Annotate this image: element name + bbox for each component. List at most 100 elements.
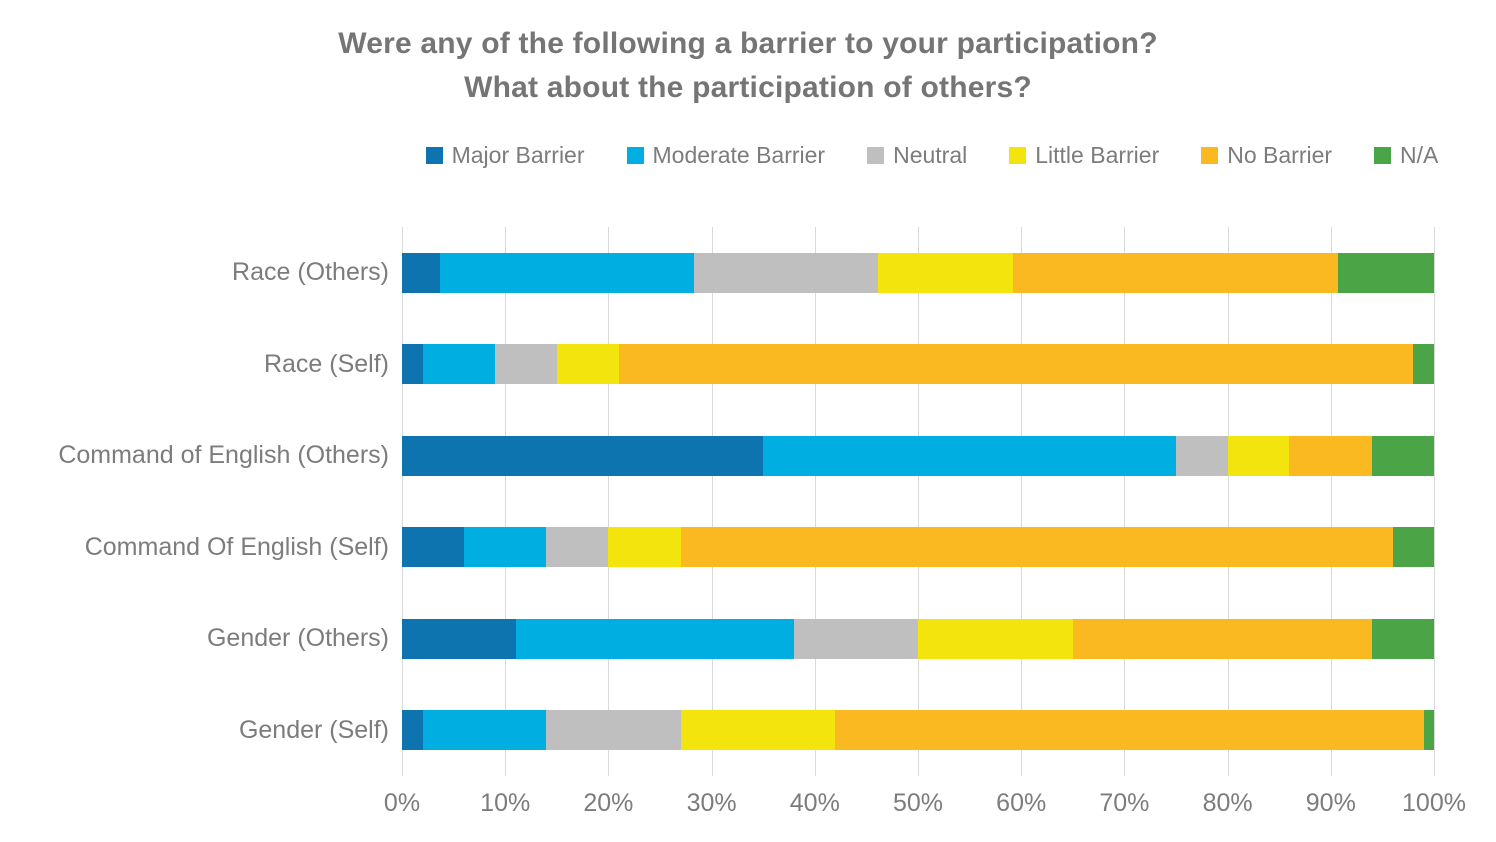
- gridline: [1330, 227, 1332, 776]
- bar-row: Gender (Others): [207, 593, 1434, 685]
- stacked-bar: [402, 344, 1434, 385]
- bar-segment: [1289, 435, 1373, 476]
- bar-segment: [794, 618, 918, 659]
- category-label: Gender (Others): [206, 624, 389, 653]
- bar-segment: [1423, 710, 1434, 751]
- gridline: [1227, 227, 1229, 776]
- gridline: [608, 227, 610, 776]
- legend-label: N/A: [1400, 142, 1439, 168]
- x-axis: 0% 10% 20% 30% 40% 50% 60% 70% 80% 90% 100%: [384, 789, 1466, 819]
- gridline: [1021, 227, 1023, 776]
- x-axis-tick: 100%: [1402, 789, 1466, 817]
- bar-segment: [422, 710, 547, 751]
- bar-row: Command Of English (Self): [85, 502, 1434, 594]
- legend-label: Little Barrier: [1035, 142, 1160, 168]
- legend-label: No Barrier: [1227, 142, 1333, 168]
- x-axis-tick: 60%: [996, 789, 1047, 817]
- bar-segment: [402, 710, 423, 751]
- gridline: [1434, 227, 1435, 776]
- x-axis-tick: 20%: [583, 789, 634, 817]
- bar-segment: [1337, 252, 1434, 293]
- category-label: Command of English (Others): [58, 441, 389, 470]
- gridline: [1124, 227, 1126, 776]
- bar-segment: [680, 710, 836, 751]
- bar-segment: [463, 527, 547, 568]
- bar-segment: [1392, 527, 1434, 568]
- gridline: [402, 227, 403, 776]
- bar-segment: [1227, 435, 1290, 476]
- category-label: Gender (Self): [238, 715, 389, 744]
- bar-segment: [440, 252, 695, 293]
- bar-segment: [402, 618, 516, 659]
- bar-segment: [556, 344, 619, 385]
- legend-item-little-barrier: Little Barrier: [1009, 142, 1159, 169]
- gridline: [918, 227, 919, 776]
- bar-segment: [402, 252, 441, 293]
- legend-swatch-icon: [1201, 147, 1219, 164]
- bar-segment: [877, 252, 1013, 293]
- gridline: [505, 227, 507, 776]
- bar-row: Gender (Self): [239, 685, 1434, 777]
- bar-segment: [515, 618, 795, 659]
- chart-legend: Major Barrier Moderate Barrier Neutral Litt…: [402, 142, 1462, 169]
- plot-area: Race (Others) Race (Self) Command of Engli…: [58, 227, 1435, 777]
- gridline: [814, 227, 816, 776]
- legend-swatch-icon: [425, 147, 443, 164]
- legend-item-moderate-barrier: Moderate Barrier: [626, 142, 826, 169]
- bar-segment: [694, 252, 878, 293]
- bar-segment: [608, 527, 681, 568]
- bar-segment: [917, 618, 1073, 659]
- x-axis-tick: 0%: [383, 789, 421, 817]
- legend-item-major-barrier: Major Barrier: [425, 142, 585, 169]
- bar-segment: [618, 344, 1414, 385]
- bar-segment: [402, 435, 764, 476]
- stacked-bar: [402, 252, 1434, 293]
- bar-segment: [763, 435, 1176, 476]
- bar-segment: [1175, 435, 1228, 476]
- bar-rows: Race (Others) Race (Self) Command of Engli…: [58, 227, 1434, 777]
- stacked-bar: [402, 618, 1434, 659]
- bar-segment: [1413, 344, 1434, 385]
- stacked-bar: [402, 435, 1434, 476]
- x-axis-tick: 30%: [686, 789, 737, 817]
- category-label: Race (Self): [263, 349, 389, 378]
- bar-row: Race (Self): [264, 319, 1434, 411]
- bar-row: Command of English (Others): [58, 410, 1434, 502]
- bar-segment: [402, 527, 464, 568]
- x-axis-tick: 90%: [1305, 789, 1356, 817]
- bar-segment: [680, 527, 1393, 568]
- stacked-bar: [402, 527, 1434, 568]
- bar-segment: [546, 710, 681, 751]
- bar-segment: [494, 344, 557, 385]
- bar-segment: [835, 710, 1424, 751]
- category-label: Command Of English (Self): [84, 532, 389, 561]
- bar-segment: [546, 527, 609, 568]
- bar-segment: [1012, 252, 1338, 293]
- legend-item-n-a: N/A: [1374, 142, 1438, 169]
- chart-title-line-2: What about the participation of others?: [464, 70, 1032, 104]
- legend-swatch-icon: [867, 147, 885, 164]
- legend-label: Neutral: [893, 142, 968, 168]
- x-axis-tick: 40%: [789, 789, 840, 817]
- legend-item-neutral: Neutral: [867, 142, 967, 169]
- legend-label: Major Barrier: [451, 142, 585, 168]
- category-label: Race (Others): [232, 258, 389, 287]
- x-axis-tick: 50%: [892, 789, 944, 817]
- chart-title: Were any of the following a barrier to y…: [0, 22, 1496, 109]
- stacked-bar: [402, 710, 1434, 751]
- legend-swatch-icon: [626, 147, 644, 164]
- bar-segment: [402, 344, 423, 385]
- legend-swatch-icon: [1374, 147, 1392, 164]
- legend-swatch-icon: [1009, 147, 1027, 164]
- bar-segment: [1072, 618, 1373, 659]
- chart-title-line-1: Were any of the following a barrier to y…: [338, 27, 1158, 60]
- x-axis-tick: 70%: [1099, 789, 1150, 817]
- bar-segment: [422, 344, 495, 385]
- x-axis-tick: 10%: [480, 789, 531, 817]
- bar-segment: [1372, 618, 1434, 659]
- x-axis-tick: 80%: [1202, 789, 1253, 817]
- legend-label: Moderate Barrier: [652, 142, 826, 168]
- gridline: [711, 227, 713, 776]
- bar-row: Race (Others): [232, 227, 1434, 319]
